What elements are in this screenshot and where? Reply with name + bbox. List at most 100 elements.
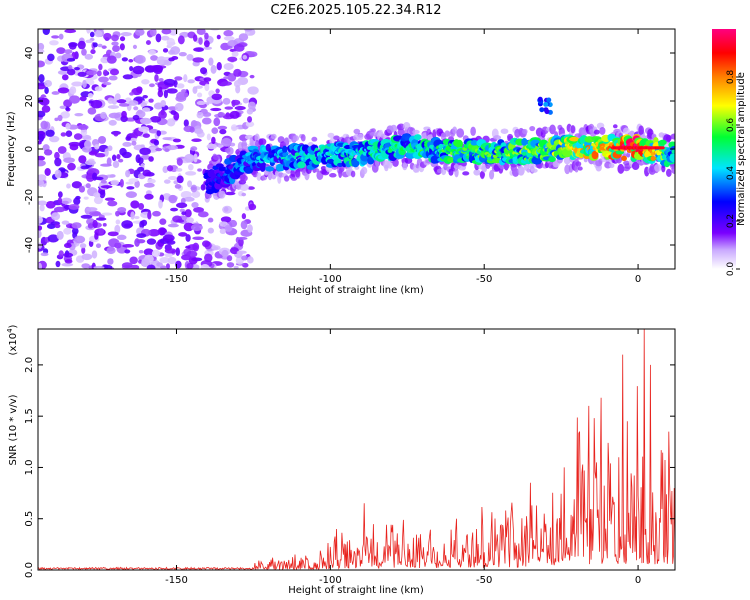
noise-blob xyxy=(233,80,241,88)
noise-blob xyxy=(134,215,140,220)
noise-blob xyxy=(107,145,113,152)
noise-blob xyxy=(174,76,183,81)
noise-blob xyxy=(61,74,69,81)
noise-blob xyxy=(129,92,135,96)
signal-core xyxy=(387,148,393,153)
noise-blob xyxy=(165,145,178,151)
noise-blob xyxy=(55,260,61,268)
noise-blob xyxy=(203,46,213,50)
noise-blob xyxy=(65,122,71,130)
noise-blob xyxy=(170,207,179,212)
signal-halo xyxy=(564,164,571,175)
noise-blob xyxy=(122,74,134,80)
svg-text:(x104): (x104) xyxy=(6,324,19,355)
noise-blob xyxy=(38,74,45,83)
noise-blob xyxy=(216,62,222,71)
signal-halo xyxy=(397,123,406,131)
noise-blob xyxy=(69,95,81,104)
noise-blob xyxy=(196,111,204,119)
noise-blob xyxy=(63,242,72,249)
noise-blob xyxy=(158,77,164,83)
noise-blob xyxy=(181,211,187,216)
noise-blob xyxy=(249,74,255,79)
noise-blob xyxy=(128,178,139,183)
noise-blob xyxy=(121,220,133,229)
noise-blob xyxy=(130,264,140,269)
noise-blob xyxy=(220,137,232,147)
noise-blob xyxy=(210,64,217,74)
signal-halo xyxy=(575,161,582,167)
noise-blob xyxy=(38,215,44,224)
noise-blob xyxy=(143,248,154,256)
colorbar-tick-label: 0.0 xyxy=(726,262,736,277)
noise-blob xyxy=(106,246,116,255)
noise-blob xyxy=(56,47,66,54)
signal-halo xyxy=(353,128,361,135)
noise-blob xyxy=(183,119,189,127)
signal-halo xyxy=(384,164,389,172)
noise-blob xyxy=(95,243,102,249)
signal-halo xyxy=(357,133,364,141)
noise-blob xyxy=(167,256,177,265)
noise-blob xyxy=(168,194,178,204)
noise-blob xyxy=(167,223,179,228)
noise-blob xyxy=(175,202,188,209)
noise-blob xyxy=(64,49,73,55)
noise-blob xyxy=(44,79,53,88)
noise-blob xyxy=(176,175,184,184)
y-tick-label: 0.5 xyxy=(24,511,35,527)
noise-blob xyxy=(168,176,178,181)
x-tick-label: -150 xyxy=(165,575,188,586)
noise-blob xyxy=(102,82,112,86)
spectrogram-panel: -150 -100 -50 0 -40 -20 0 20 40 Height of strai… xyxy=(6,28,676,296)
signal-halo xyxy=(622,127,630,135)
signal-halo xyxy=(270,133,277,140)
noise-blob xyxy=(201,117,212,125)
noise-blob xyxy=(68,203,80,210)
noise-blob xyxy=(168,50,176,55)
noise-blob xyxy=(63,157,75,164)
noise-blob xyxy=(38,159,46,167)
noise-blob xyxy=(148,156,154,162)
noise-blob xyxy=(58,191,63,198)
x-tick-label: -50 xyxy=(476,575,492,586)
noise-blob xyxy=(94,30,103,38)
noise-blob xyxy=(135,154,141,164)
noise-blob xyxy=(114,224,121,234)
x-tick-label: -100 xyxy=(319,575,342,586)
noise-blob xyxy=(157,227,167,236)
noise-blob xyxy=(38,229,42,239)
noise-blob xyxy=(153,139,160,146)
noise-blob xyxy=(185,234,191,242)
noise-blob xyxy=(85,183,91,189)
noise-blob xyxy=(158,110,167,119)
noise-blob xyxy=(77,40,86,50)
noise-blob xyxy=(79,243,87,249)
noise-blob xyxy=(38,84,46,90)
noise-blob xyxy=(116,234,127,241)
noise-blob xyxy=(89,31,95,38)
noise-blob xyxy=(186,217,194,223)
noise-blob xyxy=(102,223,107,227)
noise-blob xyxy=(77,124,89,130)
noise-blob xyxy=(200,184,206,191)
noise-blob xyxy=(58,250,64,257)
noise-blob xyxy=(94,176,104,181)
signal-halo xyxy=(333,135,340,140)
side-signal-blob xyxy=(543,101,549,107)
noise-blob xyxy=(174,184,182,189)
noise-blob xyxy=(166,37,176,47)
noise-blob xyxy=(119,43,125,51)
noise-blob xyxy=(134,180,140,188)
noise-blob xyxy=(114,93,121,101)
noise-blob xyxy=(100,111,107,119)
noise-blob xyxy=(94,86,103,92)
noise-blob xyxy=(74,67,80,71)
noise-blob xyxy=(81,48,87,56)
noise-blob xyxy=(194,128,204,135)
noise-blob xyxy=(170,110,177,115)
signal-blob xyxy=(430,155,441,164)
noise-blob xyxy=(119,178,124,188)
noise-blob xyxy=(191,202,199,208)
y-tick-label: 0 xyxy=(24,146,35,152)
